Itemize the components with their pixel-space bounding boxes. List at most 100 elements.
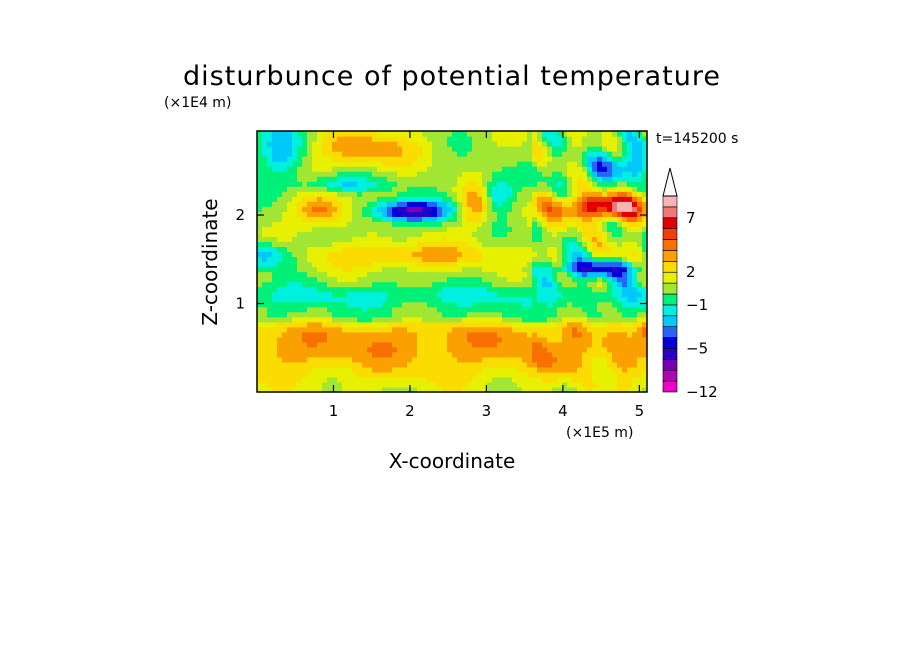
heatmap-cell (437, 301, 443, 308)
heatmap-cell (507, 386, 513, 392)
heatmap-cell (482, 371, 488, 378)
heatmap-cell (402, 361, 408, 368)
heatmap-cell (372, 316, 378, 323)
heatmap-cell (497, 271, 503, 278)
heatmap-cell (332, 136, 338, 142)
heatmap-cell (612, 226, 618, 232)
heatmap-cell (557, 246, 563, 253)
heatmap-cell (492, 351, 498, 358)
heatmap-cell (307, 231, 313, 237)
heatmap-cell (542, 321, 548, 328)
heatmap-cell (607, 251, 613, 258)
heatmap-cell (612, 181, 618, 187)
heatmap-cell (287, 236, 293, 243)
heatmap-cell (622, 296, 628, 303)
heatmap-cell (627, 161, 633, 167)
heatmap-cell (447, 181, 453, 187)
heatmap-cell (302, 371, 308, 378)
heatmap-cell (337, 241, 343, 248)
heatmap-cell (362, 176, 368, 182)
heatmap-cell (442, 216, 448, 222)
heatmap-cell (342, 271, 348, 278)
heatmap-cell (592, 201, 598, 207)
heatmap-cell (557, 376, 563, 383)
heatmap-cell (607, 276, 613, 283)
heatmap-cell (312, 136, 318, 142)
heatmap-cell (317, 361, 323, 368)
heatmap-cell (312, 131, 318, 137)
heatmap-cell (482, 346, 488, 353)
heatmap-cell (432, 181, 438, 187)
heatmap-cell (372, 166, 378, 172)
heatmap-cell (362, 381, 368, 388)
heatmap-cell (592, 351, 598, 358)
heatmap-cell (447, 186, 453, 192)
heatmap-cell (537, 271, 543, 278)
heatmap-cell (642, 386, 647, 392)
heatmap-cell (262, 316, 268, 323)
heatmap-cell (612, 306, 618, 313)
heatmap-cell (302, 141, 308, 147)
heatmap-cell (562, 266, 568, 273)
heatmap-cell (257, 326, 263, 333)
heatmap-cell (587, 291, 593, 298)
heatmap-cell (272, 141, 278, 147)
heatmap-cell (367, 166, 373, 172)
heatmap-cell (502, 161, 508, 167)
heatmap-cell (572, 156, 578, 162)
heatmap-cell (357, 356, 363, 363)
heatmap-cell (412, 376, 418, 383)
heatmap-cell (532, 381, 538, 388)
heatmap-cell (512, 346, 518, 353)
heatmap-cell (387, 136, 393, 142)
heatmap-cell (342, 381, 348, 388)
heatmap-cell (372, 346, 378, 353)
heatmap-cell (352, 311, 358, 318)
heatmap-cell (477, 226, 483, 232)
heatmap-cell (552, 266, 558, 273)
heatmap-cell (542, 226, 548, 232)
heatmap-cell (402, 156, 408, 162)
heatmap-cell (282, 221, 288, 227)
heatmap-cell (537, 291, 543, 298)
heatmap-cell (522, 346, 528, 353)
heatmap-cell (357, 366, 363, 373)
heatmap-cell (552, 311, 558, 318)
heatmap-cell (582, 331, 588, 338)
heatmap-cell (567, 161, 573, 167)
heatmap-cell (327, 171, 333, 177)
heatmap-cell (402, 341, 408, 348)
heatmap-cell (322, 381, 328, 388)
heatmap-cell (442, 146, 448, 152)
heatmap-cell (317, 206, 323, 212)
heatmap-cell (597, 241, 603, 248)
heatmap-cell (507, 281, 513, 288)
heatmap-cell (627, 311, 633, 318)
heatmap-cell (552, 286, 558, 293)
heatmap-cell (257, 251, 263, 258)
heatmap-cell (577, 381, 583, 388)
heatmap-cell (597, 306, 603, 313)
heatmap-cell (422, 326, 428, 333)
heatmap-cell (572, 256, 578, 263)
heatmap-cell (257, 376, 263, 383)
heatmap-cell (397, 251, 403, 258)
heatmap-cell (622, 311, 628, 318)
heatmap-cell (432, 251, 438, 258)
heatmap-cell (572, 151, 578, 157)
heatmap-cell (567, 341, 573, 348)
heatmap-cell (272, 256, 278, 263)
heatmap-cell (367, 356, 373, 363)
heatmap-cell (467, 206, 473, 212)
heatmap-cell (467, 226, 473, 232)
heatmap-cell (262, 176, 268, 182)
heatmap-cell (462, 276, 468, 283)
heatmap-cell (447, 271, 453, 278)
heatmap-cell (402, 386, 408, 392)
heatmap-cell (382, 226, 388, 232)
heatmap-cell (387, 231, 393, 237)
heatmap-cell (377, 276, 383, 283)
heatmap-cell (397, 246, 403, 253)
heatmap-cell (287, 271, 293, 278)
heatmap-cell (432, 166, 438, 172)
